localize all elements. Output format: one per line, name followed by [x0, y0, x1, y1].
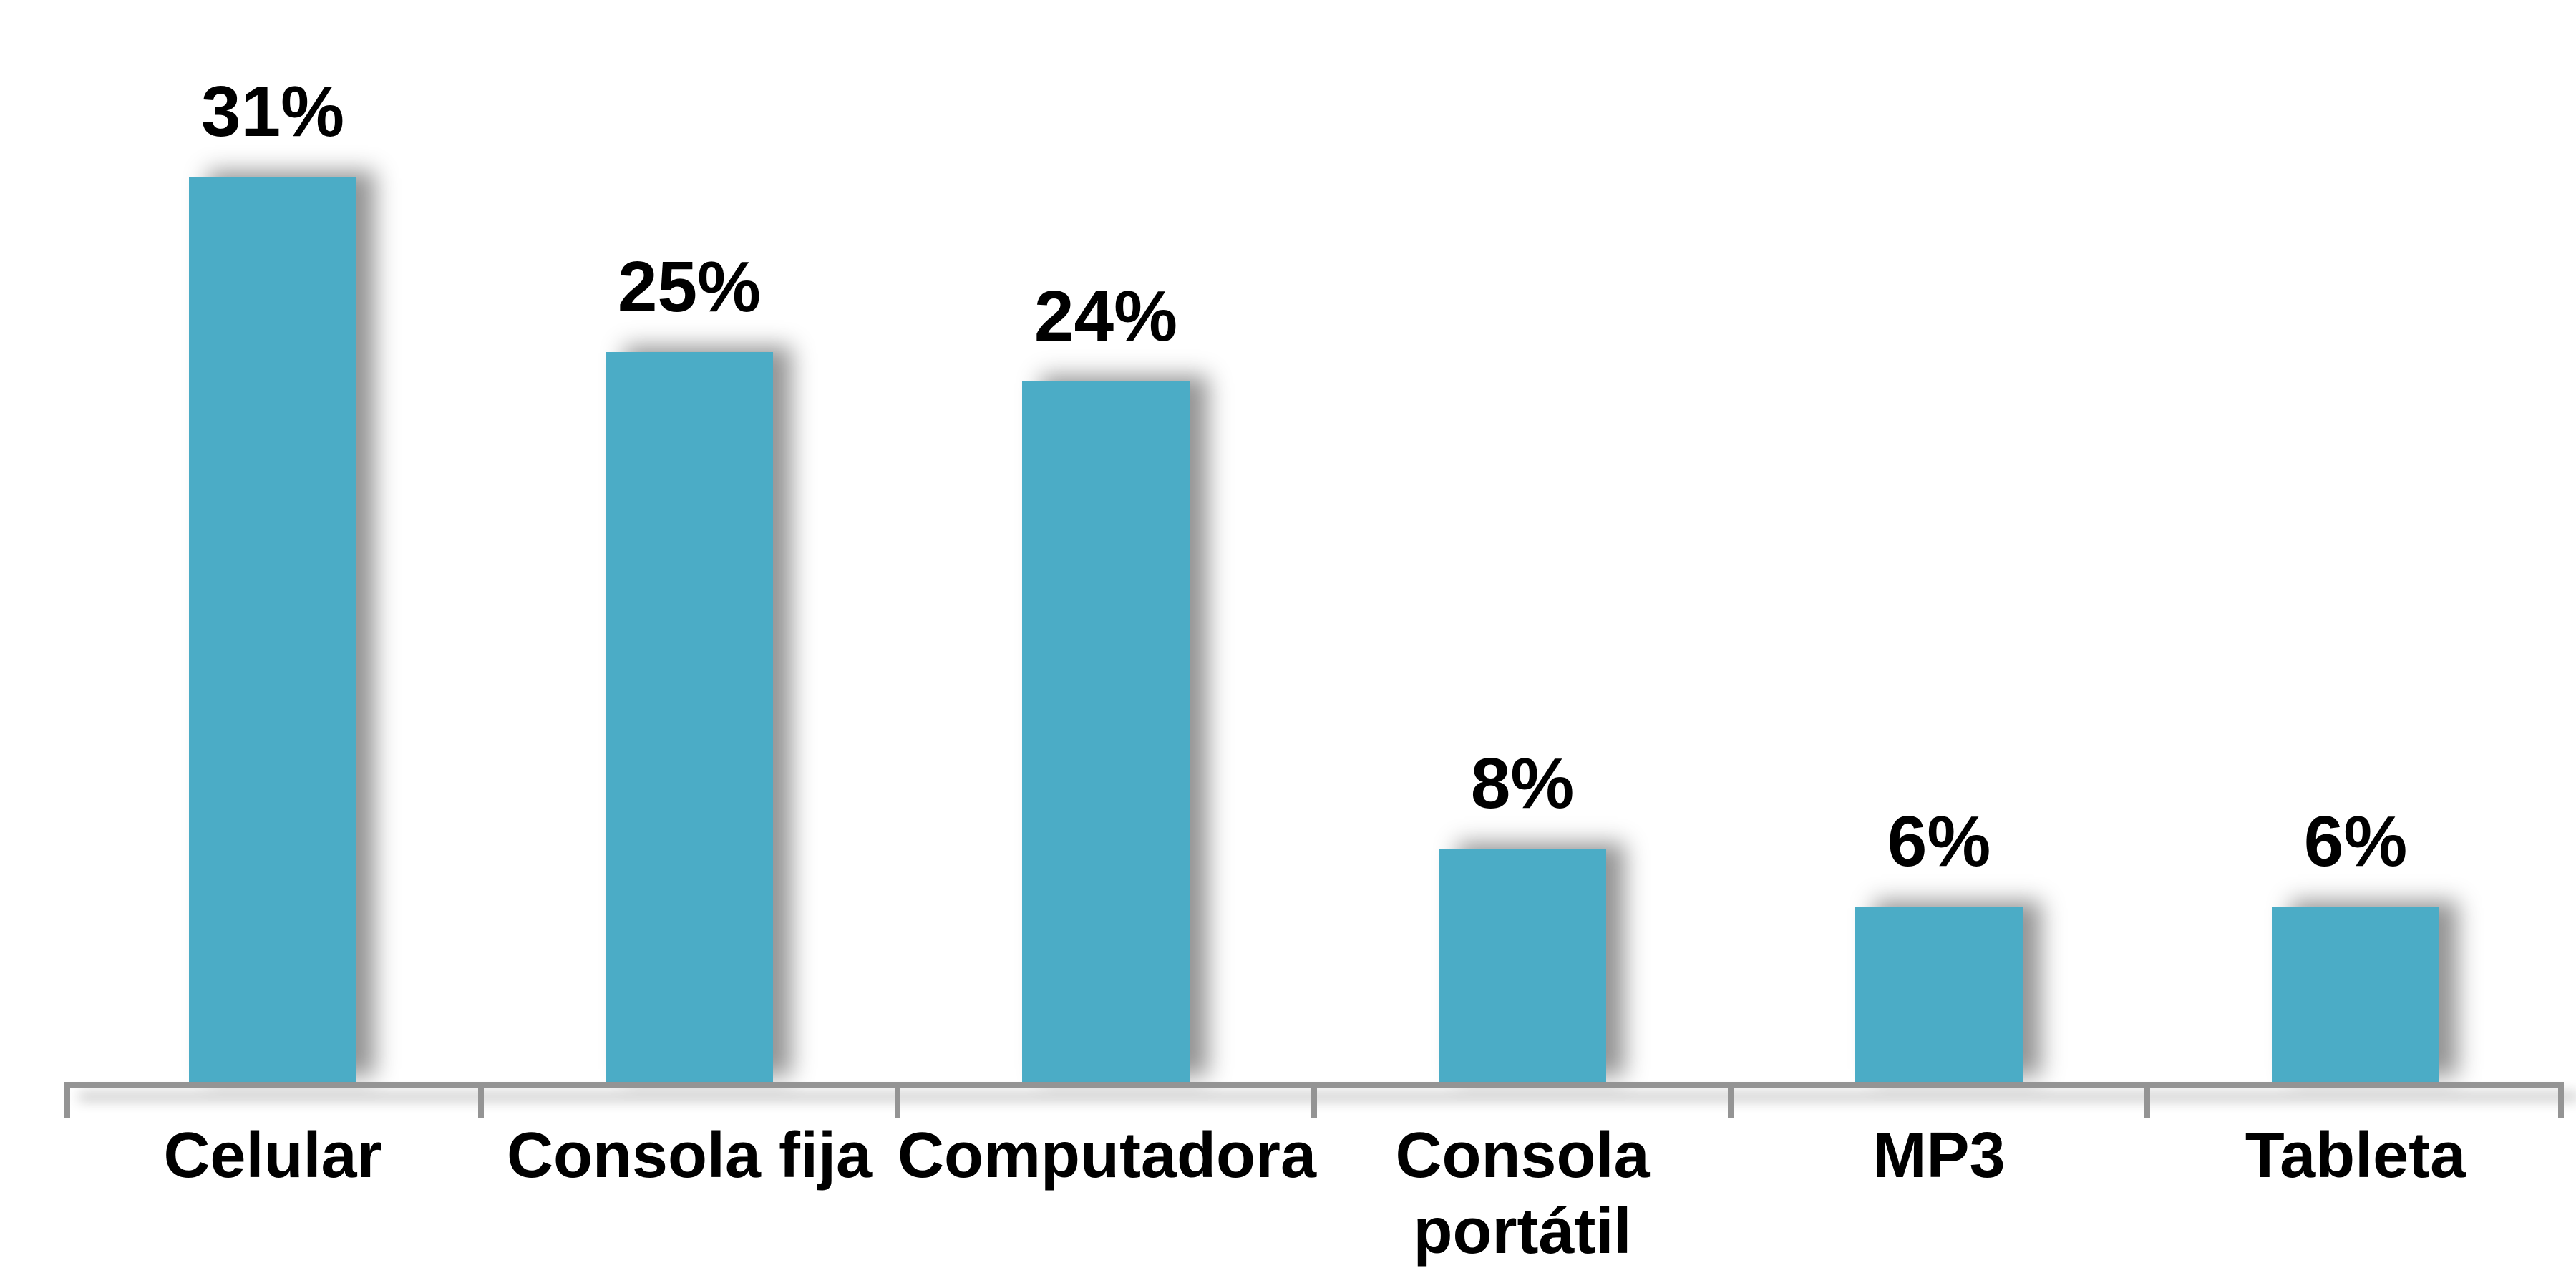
axis-tick	[64, 1082, 70, 1118]
bar-group-consola-fija: 25%	[481, 43, 898, 1082]
bar-consola-fija	[606, 352, 773, 1082]
value-label: 25%	[617, 247, 762, 327]
category-labels-row: Celular Consola fija Computadora Consola…	[64, 1118, 2564, 1269]
x-axis-line	[64, 1082, 2564, 1118]
value-label: 24%	[1034, 276, 1178, 356]
category-label-consola-fija: Consola fija	[506, 1120, 873, 1191]
axis-tick	[2558, 1082, 2564, 1118]
axis-tick	[895, 1082, 900, 1118]
category-label-tableta: Tableta	[2245, 1120, 2466, 1191]
bar-group-consola-portatil: 8%	[1314, 43, 1731, 1082]
category-label-computadora: Computadora	[898, 1120, 1316, 1191]
value-label: 6%	[2303, 801, 2408, 882]
category-label-celular: Celular	[163, 1120, 382, 1191]
plot-area: 31% 25% 24% 8% 6% 6%	[64, 43, 2564, 1082]
category-label-consola-portatil: Consola portátil	[1395, 1120, 1650, 1268]
axis-tick	[1311, 1082, 1317, 1118]
bar-group-celular: 31%	[64, 43, 481, 1082]
axis-tick	[478, 1082, 484, 1118]
value-label: 31%	[200, 72, 345, 152]
value-label: 6%	[1887, 801, 1991, 882]
bar-group-mp3: 6%	[1731, 43, 2147, 1082]
axis-tick	[1728, 1082, 1734, 1118]
axis-tick	[2144, 1082, 2150, 1118]
bar-celular	[189, 177, 356, 1082]
bar-tableta	[2272, 907, 2439, 1082]
bar-consola-portatil	[1439, 849, 1606, 1082]
bar-group-tableta: 6%	[2147, 43, 2564, 1082]
category-label-mp3: MP3	[1872, 1120, 2006, 1191]
bar-computadora	[1022, 381, 1190, 1082]
bar-group-computadora: 24%	[898, 43, 1314, 1082]
bar-mp3	[1855, 907, 2023, 1082]
value-label: 8%	[1470, 743, 1575, 824]
